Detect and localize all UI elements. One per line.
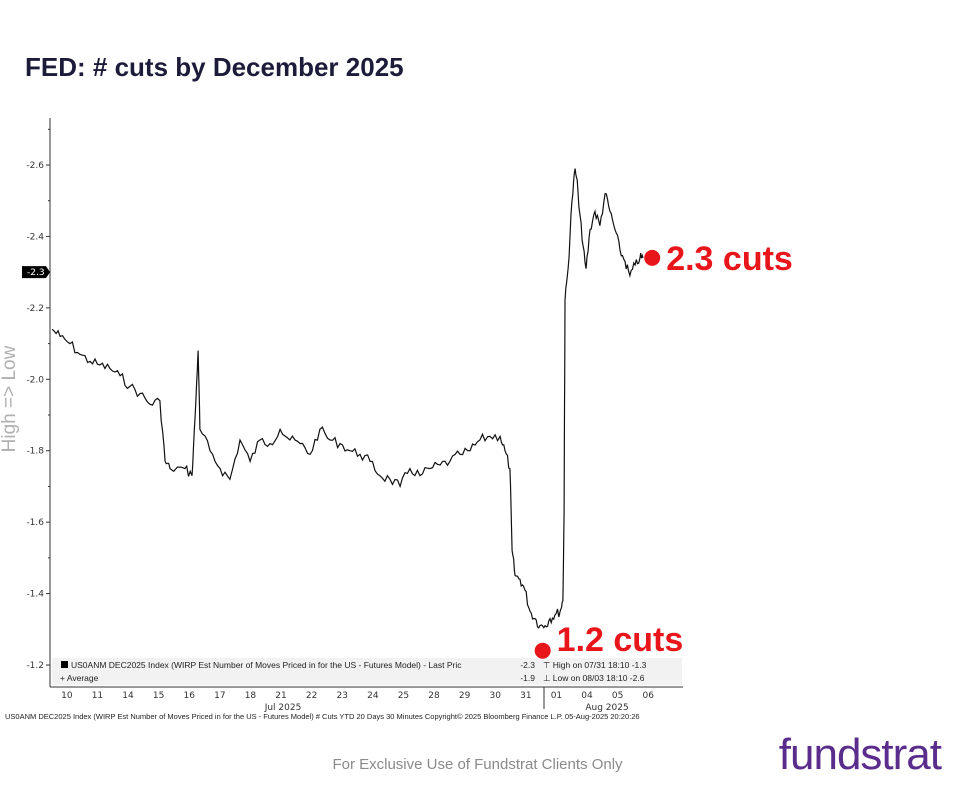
y-axis-label: High => Low	[0, 345, 20, 453]
y-tick-label: -1.8	[26, 447, 44, 457]
footer-disclaimer: For Exclusive Use of Fundstrat Clients O…	[332, 756, 623, 773]
x-tick-label: 18	[245, 691, 257, 701]
x-tick-label: 14	[122, 691, 134, 701]
x-tick-label: 23	[337, 691, 348, 701]
x-tick-label: 15	[153, 691, 164, 701]
x-tick-label: 16	[184, 691, 196, 701]
y-tick-label: -1.4	[26, 590, 44, 600]
x-group-label: Aug 2025	[585, 703, 628, 713]
legend-low: ⊥ Low on 08/03 18:10 -2.6	[543, 673, 645, 683]
y-tick-label: -2.4	[26, 232, 44, 242]
x-tick-label: 24	[367, 691, 379, 701]
legend-series-label: US0ANM DEC2025 Index (WIRP Est Number of…	[71, 660, 462, 670]
x-tick-label: 28	[428, 691, 440, 701]
legend-box	[52, 658, 682, 685]
x-tick-label: 25	[398, 691, 409, 701]
x-tick-label: 06	[643, 691, 655, 701]
y-tick-label: -2.2	[26, 304, 44, 314]
x-tick-label: 11	[92, 691, 103, 701]
source-line: US0ANM DEC2025 Index (WIRP Est Number of…	[5, 712, 640, 721]
legend-swatch	[61, 661, 68, 668]
x-group-label: Jul 2025	[264, 703, 302, 713]
fundstrat-logo: fundstrat	[778, 730, 942, 779]
annotation-label: 1.2 cuts	[557, 621, 684, 659]
x-tick-label: 01	[551, 691, 562, 701]
legend-high: ⊤ High on 07/31 18:10 -1.3	[543, 660, 647, 670]
last-value-label: -2.3	[27, 268, 45, 278]
annotation-dot	[644, 249, 661, 266]
x-tick-label: 04	[581, 691, 593, 701]
last-value-tag	[22, 266, 50, 279]
x-tick-label: 21	[275, 691, 286, 701]
legend-average-value: -1.9	[520, 673, 535, 683]
legend-last-value: -2.3	[520, 660, 535, 670]
x-tick-label: 05	[612, 691, 623, 701]
x-tick-label: 17	[214, 691, 225, 701]
y-tick-label: -2.0	[26, 375, 44, 385]
x-tick-label: 30	[490, 691, 502, 701]
legend-average-label: + Average	[60, 673, 99, 683]
annotation-label: 2.3 cuts	[666, 240, 793, 278]
x-tick-label: 10	[61, 691, 73, 701]
annotation-dot	[534, 642, 551, 659]
y-tick-label: -2.6	[26, 161, 44, 171]
x-tick-label: 22	[306, 691, 317, 701]
x-tick-label: 31	[520, 691, 531, 701]
y-tick-label: -1.2	[26, 661, 44, 671]
page-title: FED: # cuts by December 2025	[25, 52, 404, 82]
x-tick-label: 29	[459, 691, 471, 701]
series-line	[51, 168, 644, 629]
y-tick-label: -1.6	[26, 518, 44, 528]
